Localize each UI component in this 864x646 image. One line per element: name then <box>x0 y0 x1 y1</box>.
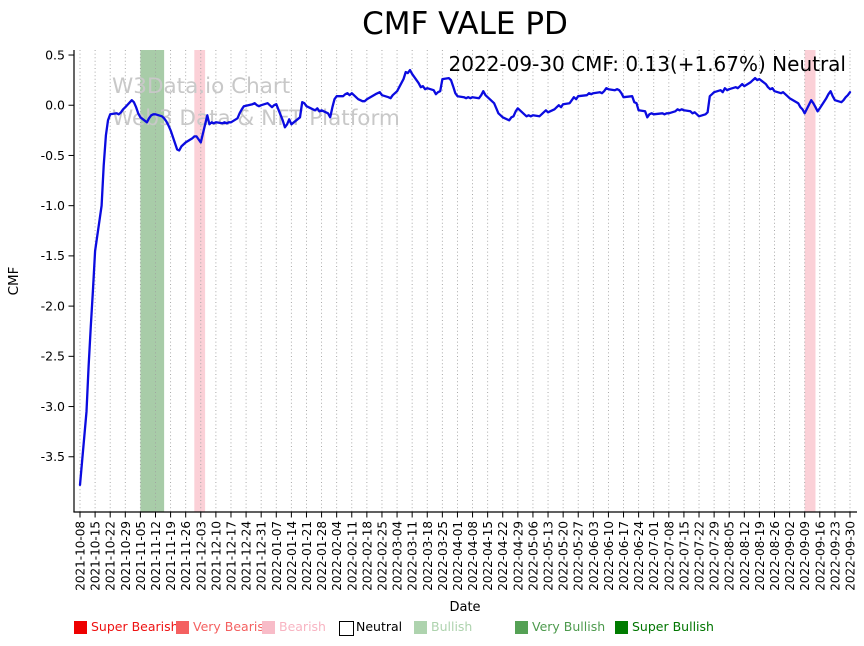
x-tick-label: 2022-04-15 <box>481 521 495 591</box>
x-tick-label: 2022-06-10 <box>602 521 616 591</box>
legend-label: Very Bullish <box>532 619 606 634</box>
legend-swatch-icon <box>414 621 427 634</box>
x-tick-label: 2022-07-29 <box>708 521 722 591</box>
x-tick-label: 2022-07-08 <box>662 521 676 591</box>
x-tick-label: 2022-05-06 <box>526 521 540 591</box>
sentiment-band <box>194 50 206 512</box>
y-tick-label: -0.5 <box>41 148 65 163</box>
legend-swatch-icon <box>262 621 275 634</box>
x-tick-label: 2021-10-08 <box>74 521 88 591</box>
axes-layer: 2021-10-08 2021-10-15 2021-10-22 2021-10-29… <box>41 47 858 590</box>
x-tick-label: 2022-06-17 <box>617 521 631 591</box>
watermark-line2: Web3 Data & NFT Platform <box>112 106 400 131</box>
x-tick-label: 2022-08-19 <box>753 521 767 591</box>
x-tick-label: 2021-10-15 <box>89 521 103 591</box>
y-tick-label: 0.5 <box>45 47 65 62</box>
x-tick-label: 2021-10-22 <box>104 521 118 591</box>
x-tick-label: 2022-01-28 <box>315 521 329 591</box>
y-tick-label: -3.5 <box>41 449 65 464</box>
x-tick-label: 2022-07-15 <box>677 521 691 591</box>
y-tick-label: -2.5 <box>41 349 65 364</box>
x-tick-label: 2022-08-12 <box>738 521 752 591</box>
x-tick-label: 2021-12-10 <box>209 521 223 591</box>
legend-swatch-icon <box>176 621 189 634</box>
x-tick-label: 2021-11-12 <box>149 521 163 591</box>
gridlines-layer <box>79 50 851 512</box>
x-tick-label: 2022-01-14 <box>285 521 299 591</box>
x-tick-label: 2022-09-23 <box>828 521 842 591</box>
x-tick-label: 2021-11-26 <box>179 521 193 591</box>
x-tick-label: 2022-07-01 <box>647 521 661 591</box>
x-tick-label: 2022-09-16 <box>813 521 827 591</box>
x-tick-label: 2022-03-25 <box>436 521 450 591</box>
x-tick-label: 2022-09-02 <box>783 521 797 591</box>
y-tick-label: -1.0 <box>41 198 65 213</box>
legend-swatch-icon <box>74 621 87 634</box>
x-tick-label: 2022-06-03 <box>587 521 601 591</box>
y-tick-label: -1.5 <box>41 248 65 263</box>
x-tick-label: 2021-12-31 <box>255 521 269 591</box>
series-layer <box>78 68 852 487</box>
x-tick-label: 2022-09-30 <box>844 521 858 591</box>
x-tick-label: 2022-03-11 <box>406 521 420 591</box>
x-tick-label: 2021-11-05 <box>134 521 148 591</box>
legend-label: Bearish <box>279 619 326 634</box>
x-tick-label: 2022-02-18 <box>360 521 374 591</box>
legend-label: Very Bearish <box>193 619 272 634</box>
sentiment-band <box>140 50 165 512</box>
chart-title: CMF VALE PD <box>362 6 568 42</box>
x-tick-label: 2021-10-29 <box>119 521 133 591</box>
y-tick-label: -2.0 <box>41 298 65 313</box>
x-axis-label: Date <box>449 600 481 615</box>
x-tick-label: 2022-02-04 <box>330 521 344 591</box>
sentiment-band <box>804 50 816 512</box>
x-tick-label: 2022-03-18 <box>421 521 435 591</box>
y-tick-label: -3.0 <box>41 399 65 414</box>
x-tick-label: 2022-06-24 <box>632 521 646 591</box>
x-tick-label: 2022-03-04 <box>391 521 405 591</box>
x-tick-label: 2022-05-13 <box>542 521 556 591</box>
legend: Super Bearish Very Bearish Bearish Neutral B… <box>0 618 864 640</box>
legend-label: Neutral <box>356 619 403 634</box>
last-value-annotation: 2022-09-30 CMF: 0.13(+1.67%) Neutral <box>448 52 846 76</box>
cmf-line <box>78 68 852 487</box>
x-tick-label: 2022-08-26 <box>768 521 782 591</box>
x-tick-label: 2021-11-19 <box>164 521 178 591</box>
x-tick-label: 2022-02-25 <box>375 521 389 591</box>
legend-swatch-icon <box>339 621 354 636</box>
legend-label: Super Bullish <box>632 619 714 634</box>
x-tick-label: 2022-04-22 <box>496 521 510 591</box>
x-tick-label: 2022-07-22 <box>693 521 707 591</box>
sentiment-bands-layer <box>140 50 816 512</box>
x-tick-label: 2021-12-24 <box>240 521 254 591</box>
x-tick-label: 2022-02-11 <box>345 521 359 591</box>
legend-label: Bullish <box>431 619 473 634</box>
x-tick-label: 2022-01-07 <box>270 521 284 591</box>
x-tick-label: 2022-05-27 <box>572 521 586 591</box>
x-tick-label: 2022-08-05 <box>723 521 737 591</box>
x-tick-label: 2022-04-29 <box>511 521 525 591</box>
x-tick-label: 2022-01-21 <box>300 521 314 591</box>
y-tick-label: 0.0 <box>45 98 65 113</box>
x-tick-label: 2022-05-20 <box>557 521 571 591</box>
watermark-line1: W3Data.io Chart <box>112 74 290 99</box>
x-tick-label: 2022-04-08 <box>466 521 480 591</box>
x-tick-label: 2022-09-09 <box>798 521 812 591</box>
legend-label: Super Bearish <box>91 619 179 634</box>
legend-swatch-icon <box>615 621 628 634</box>
x-tick-label: 2022-04-01 <box>451 521 465 591</box>
x-tick-label: 2021-12-17 <box>224 521 238 591</box>
x-tick-label: 2021-12-03 <box>194 521 208 591</box>
legend-swatch-icon <box>515 621 528 634</box>
